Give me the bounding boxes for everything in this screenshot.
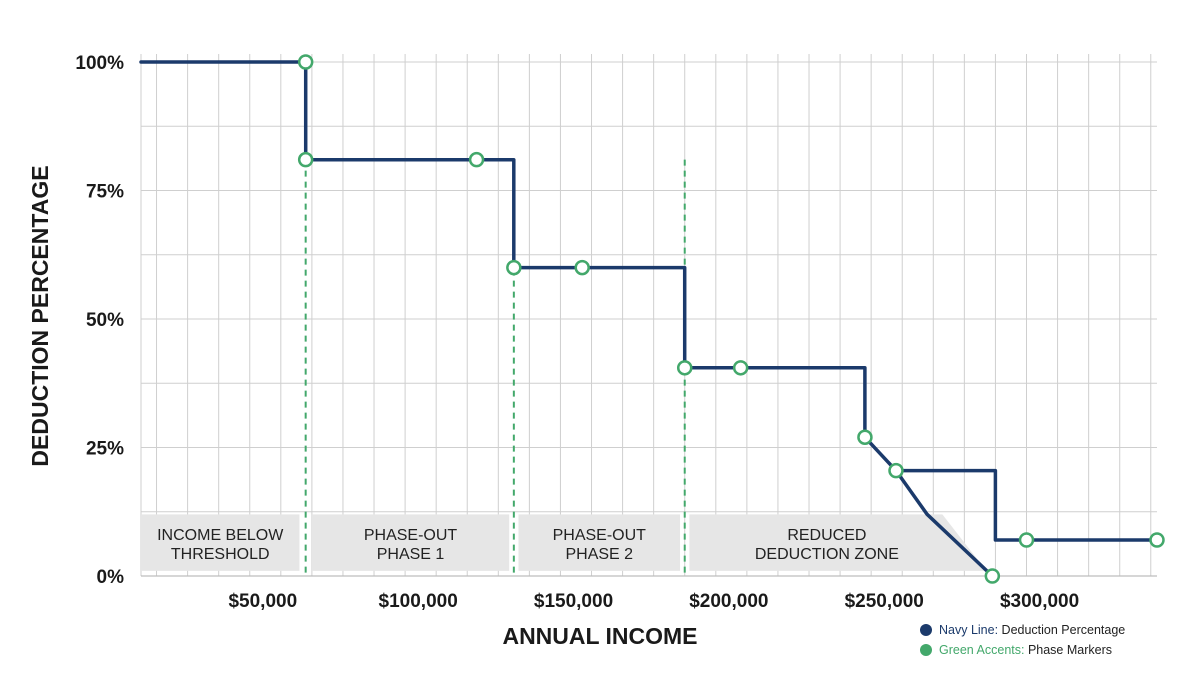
zone-band [689,514,987,571]
x-tick-label: $150,000 [534,591,613,612]
zone-band [141,514,300,571]
phase-marker [857,429,873,445]
zone-label: PHASE-OUT [364,527,458,544]
zone-label: PHASE 2 [565,546,633,563]
y-axis-title: DEDUCTION PERCENTAGE [27,165,53,466]
zone-label: PHASE-OUT [553,527,647,544]
deduction-line [894,468,995,578]
phase-marker [506,259,522,276]
y-tick-label: 50% [86,310,124,331]
zone-bands: INCOME BELOW THRESHOLD PHASE-OUT PHASE 1 PHA… [141,514,987,571]
zone-label: REDUCED [787,527,866,544]
legend-item-green: Green Accents: Phase Markers [920,640,1125,660]
grid [140,54,1157,577]
x-tick-label: $200,000 [689,591,768,612]
legend-key: Navy Line: [939,623,999,637]
y-tick-label: 100% [75,53,124,74]
zone-label: THRESHOLD [171,546,270,563]
legend-text: Phase Markers [1024,643,1112,657]
legend-key: Green Accents: [939,643,1025,657]
phase-marker [297,54,314,70]
phase-marker [1149,532,1165,548]
phase-marker [732,360,749,376]
zone-band [311,514,510,571]
phase-marker [888,462,904,479]
x-tick-labels: $50,000 $100,000 $150,000 $200,000 $250,000 $… [228,591,1079,612]
zone-label: PHASE 1 [377,546,445,563]
phase-lines [304,159,686,576]
legend: Navy Line: Deduction Percentage Green Ac… [920,620,1125,660]
x-axis-title: ANNUAL INCOME [502,623,697,649]
legend-text: Deduction Percentage [998,623,1126,637]
navy-dot-icon [920,624,932,636]
y-tick-labels: 0% 25% 50% 75% 100% [75,53,124,588]
zone-label: INCOME BELOW [157,527,284,544]
phase-marker [574,259,590,276]
y-tick-label: 75% [86,182,124,203]
zone-label: DEDUCTION ZONE [755,546,899,563]
phase-marker [297,151,314,168]
phase-marker [676,360,693,376]
zone-band [518,514,681,571]
phase-markers [297,54,1165,584]
x-tick-label: $50,000 [228,591,297,612]
y-tick-label: 25% [86,439,124,460]
x-tick-label: $250,000 [845,591,924,612]
phase-marker [984,568,1001,584]
x-tick-label: $100,000 [379,591,458,612]
phase-marker [468,151,485,168]
green-dot-icon [920,644,932,656]
phase-marker [1018,532,1035,548]
y-tick-label: 0% [97,567,125,588]
legend-item-navy: Navy Line: Deduction Percentage [920,620,1125,640]
x-tick-label: $300,000 [1000,591,1079,612]
deduction-line [139,60,1159,542]
